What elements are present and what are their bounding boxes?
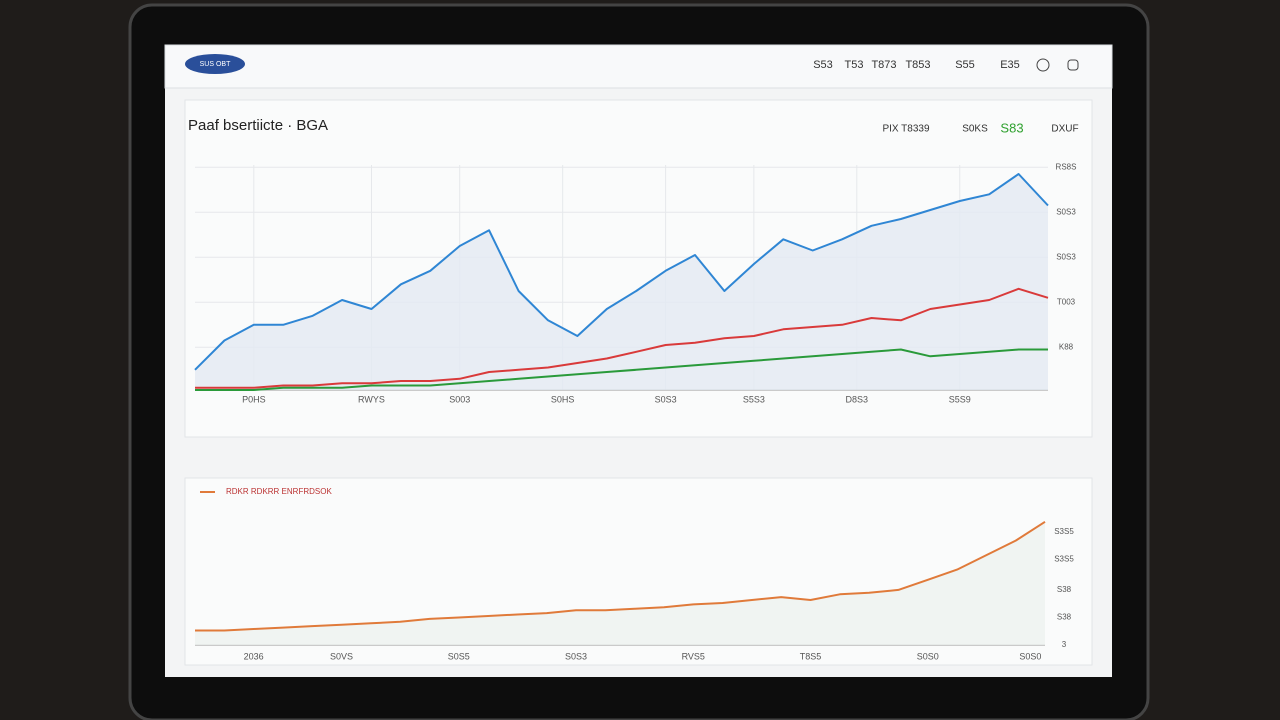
summary-item: S83 — [1000, 120, 1023, 135]
y-tick-label: K88 — [1059, 342, 1074, 351]
y-tick-label: S3S5 — [1054, 527, 1074, 536]
x-tick-label: S0S0 — [1019, 651, 1041, 661]
summary-item: DXUF — [1051, 124, 1078, 135]
x-tick-label: S0S3 — [655, 394, 677, 404]
y-tick-label: RS8S — [1056, 162, 1077, 171]
x-tick-label: P0HS — [242, 394, 266, 404]
x-tick-label: D8S3 — [846, 394, 869, 404]
header-item[interactable]: S53 — [813, 59, 833, 71]
x-tick-label: S0HS — [551, 394, 575, 404]
y-tick-label: T003 — [1057, 297, 1076, 306]
header-item[interactable]: T853 — [905, 59, 930, 71]
top-bar — [164, 44, 1113, 89]
series-line — [195, 287, 1049, 389]
series-line — [195, 520, 1046, 632]
x-tick-label: RWYS — [358, 394, 385, 404]
legend-label: RDKR RDKRR ENRFRDSOK — [226, 487, 332, 496]
series-line — [195, 348, 1048, 391]
icon-button[interactable] — [1036, 58, 1050, 72]
icon-button[interactable] — [1067, 59, 1079, 71]
x-tick-label: S5S9 — [949, 394, 971, 404]
x-tick-label: S0VS — [330, 651, 353, 661]
x-tick-label: S003 — [449, 394, 470, 404]
x-tick-label: S0S5 — [448, 651, 470, 661]
y-tick-label: S38 — [1057, 613, 1072, 622]
summary-item: PIX T8339 — [882, 124, 930, 135]
area — [195, 521, 1045, 645]
y-tick-label: S0S3 — [1056, 207, 1076, 216]
series-line — [194, 173, 1049, 371]
x-tick-label: S0S0 — [917, 651, 939, 661]
area — [195, 174, 1048, 390]
x-tick-label: S0S3 — [565, 651, 587, 661]
header-item[interactable]: E35 — [1000, 59, 1020, 71]
logo-text: SUS OBT — [200, 61, 231, 68]
x-tick-label: 2036 — [244, 651, 264, 661]
x-tick-label: RVS5 — [682, 651, 705, 661]
header-item[interactable]: S55 — [955, 59, 975, 71]
y-tick-label: S3S5 — [1054, 555, 1074, 564]
y-tick-label: S38 — [1057, 585, 1072, 594]
summary-item: S0KS — [962, 124, 988, 135]
chart-title: Paaf bsertiicte · BGA — [188, 117, 328, 134]
x-tick-label: T8S5 — [800, 651, 822, 661]
y-tick-label: S0S3 — [1056, 252, 1076, 261]
header-item[interactable]: T873 — [871, 59, 896, 71]
logo — [185, 54, 245, 74]
x-tick-label: S5S3 — [743, 394, 765, 404]
y-tick-label: 3 — [1062, 640, 1067, 649]
header-item[interactable]: T53 — [845, 59, 864, 71]
